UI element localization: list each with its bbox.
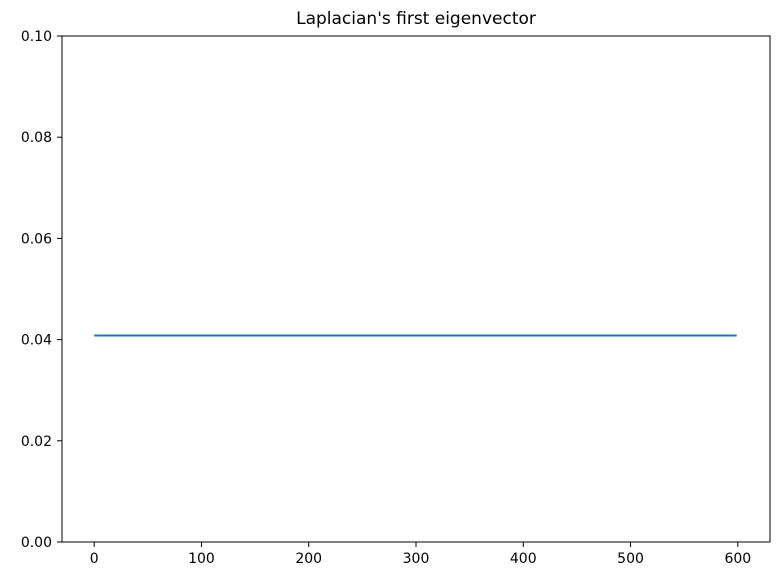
- x-axis: 0 100 200 300 400 500 600: [90, 542, 751, 567]
- chart-title: Laplacian's first eigenvector: [296, 9, 536, 29]
- x-tick-label: 100: [188, 551, 215, 567]
- y-tick-label: 0.00: [21, 535, 52, 551]
- x-tick-label: 0: [90, 551, 99, 567]
- y-tick-label: 0.02: [21, 434, 52, 450]
- x-tick-label: 300: [403, 551, 430, 567]
- y-axis: 0.00 0.02 0.04 0.06 0.08 0.10: [21, 29, 62, 551]
- y-tick-label: 0.06: [21, 231, 52, 247]
- x-tick-label: 200: [295, 551, 322, 567]
- x-tick-label: 500: [617, 551, 644, 567]
- x-tick-label: 600: [724, 551, 751, 567]
- y-tick-label: 0.08: [21, 130, 52, 146]
- y-tick-label: 0.10: [21, 29, 52, 45]
- plot-area-frame: [61, 35, 771, 543]
- y-tick-label: 0.04: [21, 333, 52, 349]
- x-tick-label: 400: [510, 551, 537, 567]
